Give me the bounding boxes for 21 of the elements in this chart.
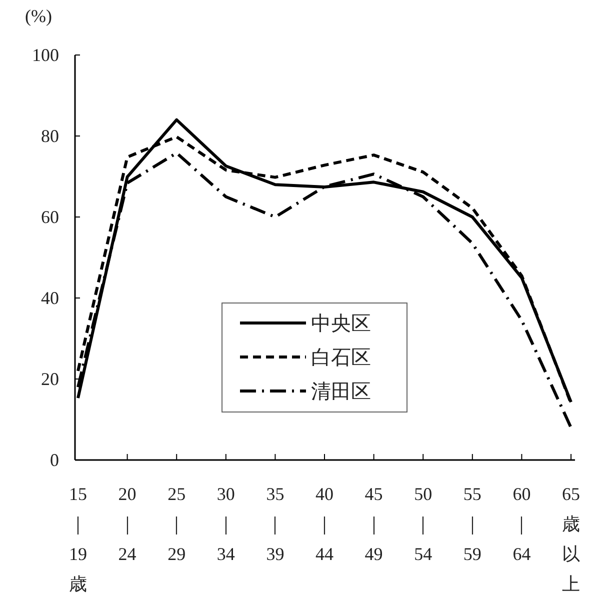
x-tick-label: 35｜39 [266,484,284,564]
x-tick-label: 20｜24 [118,484,136,564]
x-tick-label: 40｜44 [316,484,334,564]
x-tick-label: 60｜64 [512,484,531,564]
x-tick-label: 25｜29 [168,484,186,564]
x-tick-label: 55｜59 [463,484,482,564]
y-tick-label: 0 [50,450,59,470]
y-tick-label: 60 [41,207,59,227]
legend-label: 清田区 [311,381,371,403]
y-axis-title: (%) [25,6,52,26]
legend-label: 中央区 [311,313,371,335]
y-tick-label: 20 [41,369,59,389]
x-tick-label: 30｜34 [216,484,235,564]
y-tick-label: 40 [41,288,59,308]
y-tick-label: 80 [41,126,59,146]
x-tick-label: 45｜49 [364,484,383,564]
y-tick-label: 100 [32,45,59,65]
legend-label: 白石区 [311,347,371,369]
x-tick-label: 65歳以上 [562,484,580,594]
x-tick-label: 50｜54 [414,484,432,564]
x-tick-label: 15｜19歳 [69,484,87,594]
